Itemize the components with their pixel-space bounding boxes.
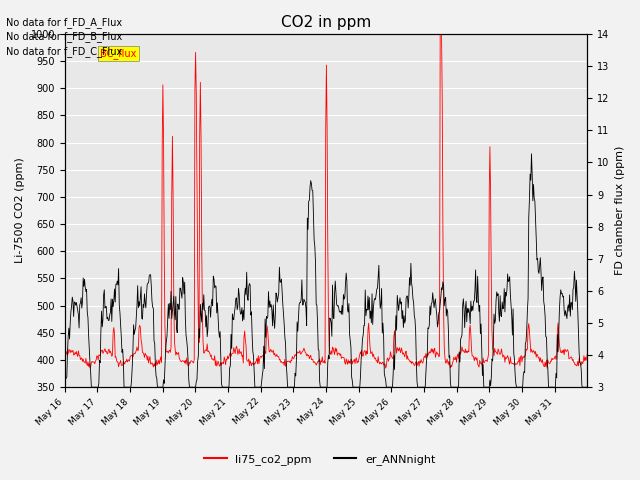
Text: No data for f_FD_B_Flux: No data for f_FD_B_Flux (6, 31, 123, 42)
Y-axis label: FD chamber flux (ppm): FD chamber flux (ppm) (615, 146, 625, 275)
Legend: li75_co2_ppm, er_ANNnight: li75_co2_ppm, er_ANNnight (200, 450, 440, 469)
Text: No data for f_FD_A_Flux: No data for f_FD_A_Flux (6, 17, 122, 28)
Y-axis label: Li-7500 CO2 (ppm): Li-7500 CO2 (ppm) (15, 158, 25, 264)
Text: BC_flux: BC_flux (100, 48, 137, 59)
Text: No data for f_FD_C_Flux: No data for f_FD_C_Flux (6, 46, 123, 57)
Title: CO2 in ppm: CO2 in ppm (281, 15, 371, 30)
